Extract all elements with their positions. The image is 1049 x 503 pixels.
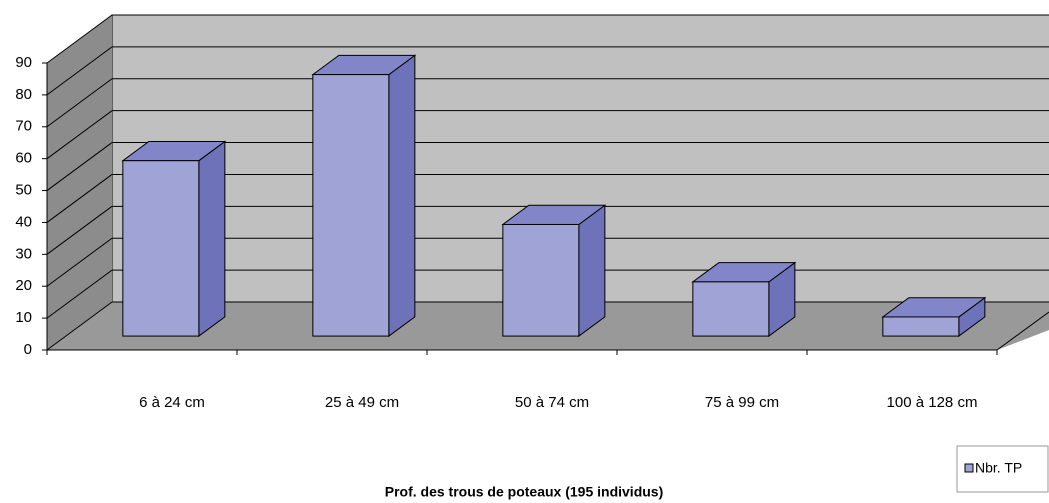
x-tick-label: 25 à 49 cm bbox=[325, 394, 399, 411]
y-tick-label: 50 bbox=[15, 182, 32, 199]
grid-line bbox=[46, 46, 113, 96]
y-tick-label: 70 bbox=[15, 118, 32, 135]
y-tick-label: 10 bbox=[15, 309, 32, 326]
grid-line bbox=[46, 301, 113, 351]
grid-line bbox=[46, 78, 113, 128]
x-tick-label: 50 à 74 cm bbox=[515, 394, 589, 411]
y-tick-label: 90 bbox=[15, 54, 32, 71]
grid-line bbox=[46, 110, 113, 160]
bar bbox=[502, 223, 580, 337]
y-tick-label: 60 bbox=[15, 150, 32, 167]
grid-line bbox=[46, 142, 113, 191]
chart-title: Prof. des trous de poteaux (195 individu… bbox=[385, 484, 664, 500]
bar bbox=[692, 281, 770, 337]
legend-label: Nbr. TP bbox=[975, 460, 1022, 476]
y-tick-label: 20 bbox=[15, 277, 32, 294]
bar bbox=[312, 74, 390, 337]
y-tick-label: 0 bbox=[24, 341, 32, 358]
x-tick-label: 75 à 99 cm bbox=[705, 394, 779, 411]
y-tick-label: 40 bbox=[15, 213, 32, 230]
bar-side bbox=[578, 204, 606, 338]
grid-line bbox=[46, 205, 113, 255]
x-tick-label: 6 à 24 cm bbox=[139, 394, 205, 411]
bar-side bbox=[388, 54, 416, 338]
grid-line bbox=[46, 14, 113, 64]
bar-side bbox=[198, 140, 226, 338]
y-tick-label: 80 bbox=[15, 86, 32, 103]
side-wall bbox=[47, 15, 112, 350]
grid-line bbox=[46, 269, 113, 319]
bar bbox=[882, 316, 960, 337]
grid-line bbox=[46, 174, 113, 223]
bar bbox=[122, 160, 200, 337]
grid-line bbox=[46, 237, 113, 287]
y-tick-label: 30 bbox=[15, 245, 32, 262]
x-tick-label: 100 à 128 cm bbox=[887, 394, 978, 411]
floor-edge bbox=[996, 311, 1049, 351]
legend-swatch bbox=[964, 463, 974, 473]
